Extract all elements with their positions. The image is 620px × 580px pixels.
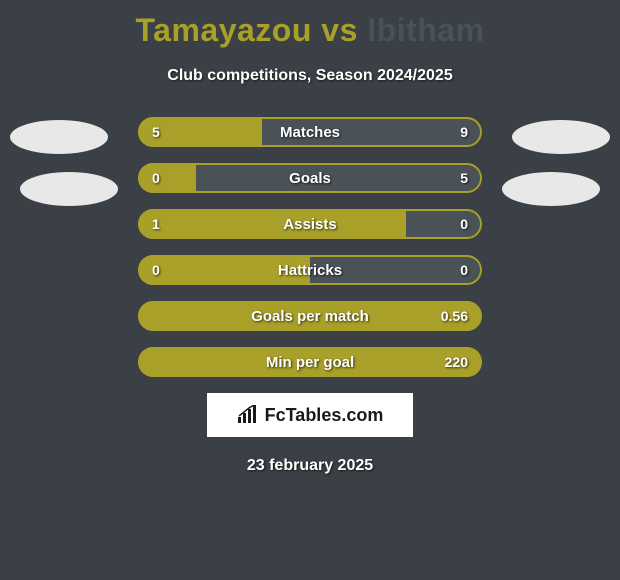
stat-label: Hattricks [138,255,482,285]
title-player1: Tamayazou [135,12,311,48]
title-player2: Ibitham [367,12,484,48]
stat-bar: 0.56Goals per match [138,301,482,331]
stat-bar: 05Goals [138,163,482,193]
stat-label: Goals per match [138,301,482,331]
title-vs: vs [312,12,367,48]
avatar-placeholder [502,172,600,206]
date-label: 23 february 2025 [0,457,620,475]
avatar-placeholder [10,120,108,154]
brand-text: FcTables.com [265,405,384,426]
stat-bar: 220Min per goal [138,347,482,377]
avatar-placeholder [512,120,610,154]
chart-icon [237,405,259,425]
subtitle: Club competitions, Season 2024/2025 [0,67,620,85]
stat-label: Min per goal [138,347,482,377]
stat-bar: 59Matches [138,117,482,147]
comparison-bars: 59Matches 05Goals 10Assists 00Hattricks 0.56… [138,117,482,377]
stat-label: Assists [138,209,482,239]
brand-badge: FcTables.com [207,393,413,437]
page-title: Tamayazou vs Ibitham [0,0,620,49]
avatar-placeholder [20,172,118,206]
stat-bar: 10Assists [138,209,482,239]
stat-label: Matches [138,117,482,147]
stat-bar: 00Hattricks [138,255,482,285]
stat-label: Goals [138,163,482,193]
